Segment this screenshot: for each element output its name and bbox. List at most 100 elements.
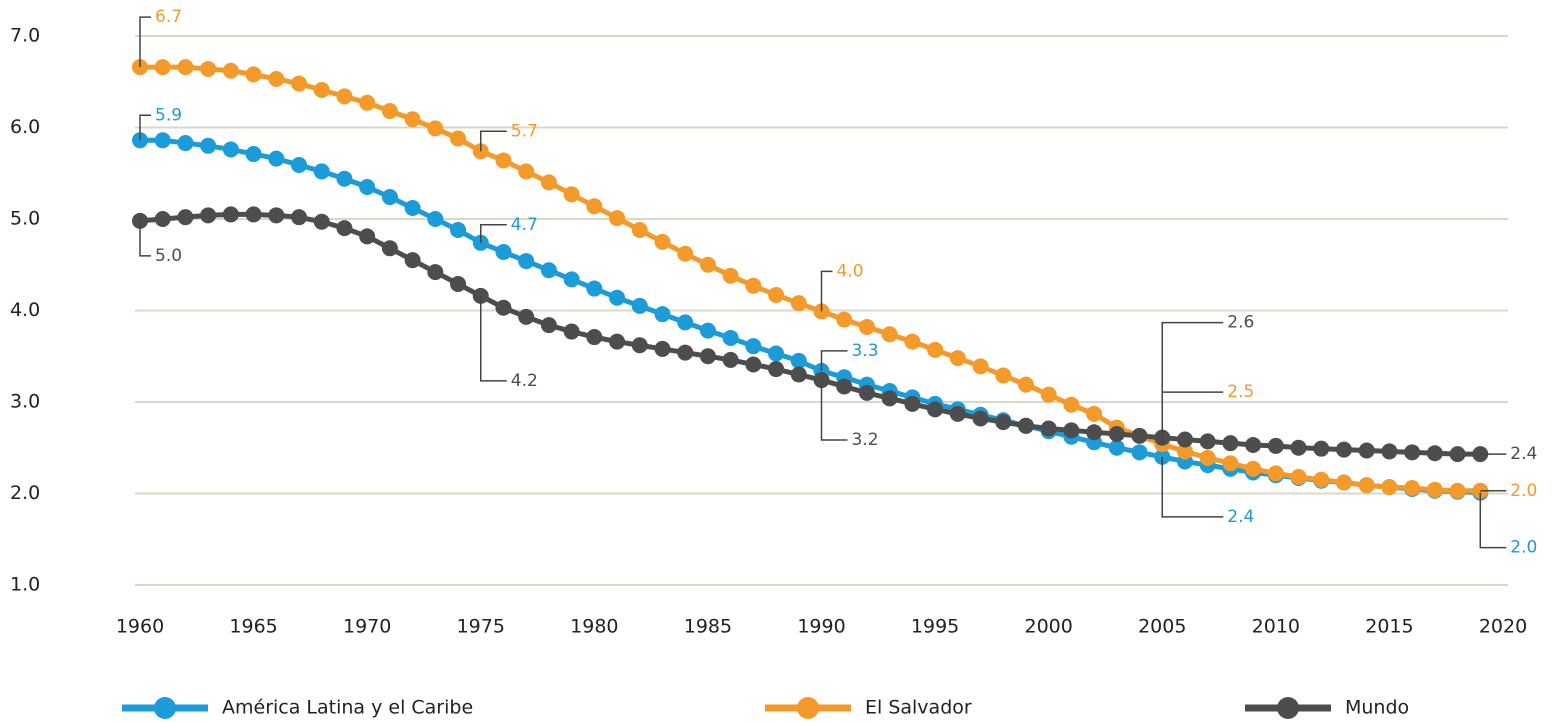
marker	[1335, 474, 1352, 491]
marker	[1086, 405, 1103, 422]
marker	[1290, 469, 1307, 486]
data-label: 5.0	[155, 246, 182, 266]
marker	[949, 350, 966, 367]
data-label: 2.4	[1510, 444, 1537, 464]
y-tick-label: 7.0	[10, 25, 40, 47]
marker	[609, 289, 626, 306]
marker	[1017, 376, 1034, 393]
marker	[699, 348, 716, 365]
marker	[927, 341, 944, 358]
marker	[495, 243, 512, 260]
marker	[677, 245, 694, 262]
marker	[1176, 443, 1193, 460]
marker	[609, 210, 626, 227]
marker	[722, 267, 739, 284]
x-tick-label: 1960	[116, 616, 164, 638]
marker	[1222, 455, 1239, 472]
legend-label: Mundo	[1345, 697, 1409, 719]
marker	[563, 271, 580, 288]
marker	[858, 318, 875, 335]
data-label: 3.2	[852, 430, 879, 450]
marker	[450, 275, 467, 292]
marker	[222, 62, 239, 79]
leader-line	[1161, 456, 1224, 518]
y-tick-label: 3.0	[10, 391, 40, 413]
leader-line	[820, 380, 848, 441]
marker	[631, 297, 648, 314]
data-label: 6.7	[155, 7, 182, 27]
marker	[404, 111, 421, 128]
data-label: 4.7	[511, 215, 538, 235]
marker	[359, 94, 376, 111]
marker	[1086, 424, 1103, 441]
legend-label: El Salvador	[865, 697, 972, 719]
marker	[200, 137, 217, 154]
x-tick-label: 2005	[1138, 616, 1186, 638]
marker	[745, 338, 762, 355]
x-tick-label: 2000	[1024, 616, 1072, 638]
marker	[1245, 460, 1262, 477]
data-label: 5.9	[155, 105, 182, 125]
marker	[654, 233, 671, 250]
marker	[654, 340, 671, 357]
marker	[1245, 437, 1262, 454]
marker	[904, 333, 921, 350]
marker	[1108, 439, 1125, 456]
marker	[699, 256, 716, 273]
marker	[1358, 477, 1375, 494]
data-label: 2.0	[1510, 538, 1537, 558]
marker	[245, 206, 262, 223]
data-label: 2.5	[1227, 382, 1254, 402]
marker	[654, 306, 671, 323]
x-tick-label: 2015	[1365, 616, 1413, 638]
marker	[972, 410, 989, 427]
x-tick-label: 1975	[457, 616, 505, 638]
marker	[404, 252, 421, 269]
leader-line	[1161, 321, 1224, 438]
marker	[154, 132, 171, 149]
marker	[540, 262, 557, 279]
legend-swatch	[1277, 697, 1299, 719]
series	[132, 206, 1489, 463]
marker	[1017, 417, 1034, 434]
marker	[1404, 480, 1421, 497]
marker	[904, 395, 921, 412]
marker	[631, 221, 648, 238]
marker	[927, 401, 944, 418]
data-label: 2.0	[1510, 481, 1537, 501]
marker	[1222, 435, 1239, 452]
marker	[313, 163, 330, 180]
marker	[1199, 433, 1216, 450]
leader-line	[139, 220, 151, 257]
marker	[336, 170, 353, 187]
marker	[268, 150, 285, 167]
marker	[495, 152, 512, 169]
marker	[381, 240, 398, 257]
marker	[154, 59, 171, 76]
marker	[790, 295, 807, 312]
marker	[1176, 431, 1193, 448]
marker	[1313, 440, 1330, 457]
marker	[404, 200, 421, 217]
marker	[790, 352, 807, 369]
data-label: 2.6	[1227, 313, 1254, 333]
marker	[154, 211, 171, 227]
leader-line	[820, 350, 848, 371]
marker	[1381, 479, 1398, 496]
marker	[427, 120, 444, 137]
marker	[1131, 444, 1148, 461]
x-tick-label: 2010	[1252, 616, 1300, 638]
marker	[768, 361, 785, 378]
marker	[586, 198, 603, 215]
marker	[1426, 445, 1443, 462]
marker	[359, 178, 376, 195]
marker	[1063, 396, 1080, 413]
data-label: 5.7	[511, 121, 538, 141]
data-label: 4.2	[511, 371, 538, 391]
marker	[291, 157, 308, 174]
marker	[450, 130, 467, 147]
marker	[200, 207, 217, 224]
marker	[768, 345, 785, 362]
marker	[313, 81, 330, 98]
marker	[949, 405, 966, 422]
